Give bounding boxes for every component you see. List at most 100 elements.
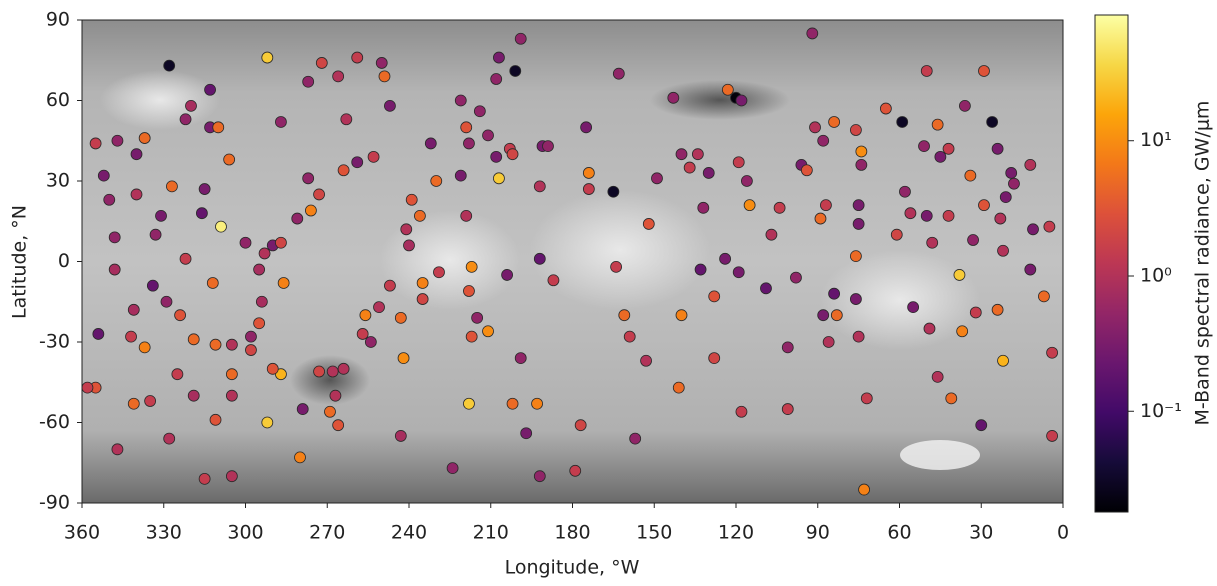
point xyxy=(943,210,954,221)
point xyxy=(368,151,379,162)
point xyxy=(668,92,679,103)
point xyxy=(215,221,226,232)
point xyxy=(641,355,652,366)
point xyxy=(613,68,624,79)
point xyxy=(493,52,504,63)
point xyxy=(278,277,289,288)
point xyxy=(188,334,199,345)
point xyxy=(542,141,553,152)
x-tick-label: 30 xyxy=(969,522,993,544)
point xyxy=(262,417,273,428)
point xyxy=(199,184,210,195)
point xyxy=(992,143,1003,154)
point xyxy=(275,116,286,127)
point xyxy=(275,237,286,248)
point xyxy=(374,302,385,313)
point xyxy=(466,331,477,342)
point xyxy=(766,229,777,240)
point xyxy=(295,452,306,463)
colorbar-tick-label: 10¹ xyxy=(1140,129,1172,151)
point xyxy=(254,264,265,275)
point xyxy=(463,286,474,297)
point xyxy=(959,100,970,111)
point xyxy=(927,237,938,248)
point xyxy=(417,277,428,288)
point xyxy=(376,57,387,68)
point xyxy=(968,235,979,246)
point xyxy=(651,173,662,184)
point xyxy=(1000,192,1011,203)
point xyxy=(548,275,559,286)
chart: Longitude, °W Latitude, °N M-Band spectr… xyxy=(0,0,1217,582)
point xyxy=(905,208,916,219)
point xyxy=(507,398,518,409)
point xyxy=(82,382,93,393)
point xyxy=(507,149,518,160)
point xyxy=(965,170,976,181)
point xyxy=(583,167,594,178)
point xyxy=(850,294,861,305)
point xyxy=(692,149,703,160)
point xyxy=(401,224,412,235)
point xyxy=(360,310,371,321)
point xyxy=(425,138,436,149)
point xyxy=(180,253,191,264)
point xyxy=(324,406,335,417)
point xyxy=(831,310,842,321)
point xyxy=(899,186,910,197)
point xyxy=(254,318,265,329)
point xyxy=(207,277,218,288)
point xyxy=(921,210,932,221)
y-tick-label: 30 xyxy=(46,170,70,192)
point xyxy=(333,71,344,82)
point xyxy=(186,100,197,111)
point xyxy=(919,141,930,152)
point xyxy=(226,471,237,482)
point xyxy=(112,444,123,455)
point xyxy=(515,33,526,44)
point xyxy=(196,208,207,219)
point xyxy=(406,194,417,205)
point xyxy=(534,181,545,192)
point xyxy=(853,200,864,211)
point xyxy=(205,84,216,95)
point xyxy=(1047,430,1058,441)
point xyxy=(820,200,831,211)
point xyxy=(521,428,532,439)
point xyxy=(932,371,943,382)
point xyxy=(150,229,161,240)
map-background xyxy=(82,20,1063,503)
point xyxy=(226,339,237,350)
point xyxy=(463,138,474,149)
point xyxy=(466,261,477,272)
point xyxy=(431,176,442,187)
point xyxy=(226,369,237,380)
point xyxy=(970,307,981,318)
point xyxy=(611,261,622,272)
point xyxy=(921,65,932,76)
point xyxy=(491,151,502,162)
point xyxy=(341,114,352,125)
point xyxy=(433,267,444,278)
point xyxy=(384,100,395,111)
x-tick-label: 90 xyxy=(806,522,830,544)
point xyxy=(109,232,120,243)
point xyxy=(128,304,139,315)
point xyxy=(417,294,428,305)
point xyxy=(534,253,545,264)
point xyxy=(801,165,812,176)
point xyxy=(978,65,989,76)
x-tick-label: 300 xyxy=(227,522,263,544)
point xyxy=(147,280,158,291)
point xyxy=(139,342,150,353)
point xyxy=(818,135,829,146)
point xyxy=(384,280,395,291)
point xyxy=(998,355,1009,366)
point xyxy=(891,229,902,240)
point xyxy=(1006,167,1017,178)
point xyxy=(733,157,744,168)
point xyxy=(995,213,1006,224)
point xyxy=(976,420,987,431)
point xyxy=(684,162,695,173)
point xyxy=(703,167,714,178)
